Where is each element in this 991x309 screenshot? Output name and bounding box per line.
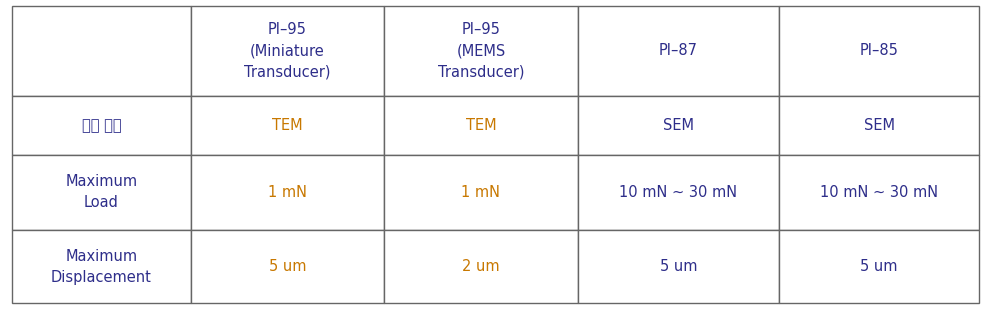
Text: PI–95
(MEMS
Transducer): PI–95 (MEMS Transducer) xyxy=(438,23,524,79)
Bar xyxy=(191,6,385,96)
Text: PI–85: PI–85 xyxy=(859,44,899,58)
Text: 1 mN: 1 mN xyxy=(462,185,500,200)
Bar xyxy=(779,231,979,303)
Text: TEM: TEM xyxy=(273,118,303,133)
Text: PI–87: PI–87 xyxy=(659,44,698,58)
Bar xyxy=(578,154,779,231)
Bar xyxy=(779,6,979,96)
Bar xyxy=(191,231,385,303)
Text: SEM: SEM xyxy=(863,118,895,133)
Bar xyxy=(385,6,578,96)
Text: 5 um: 5 um xyxy=(860,260,898,274)
Text: Maximum
Load: Maximum Load xyxy=(65,175,138,210)
Bar xyxy=(12,6,191,96)
Text: 5 um: 5 um xyxy=(269,260,306,274)
Bar xyxy=(12,96,191,154)
Bar xyxy=(191,154,385,231)
Bar xyxy=(385,154,578,231)
Bar xyxy=(578,96,779,154)
Text: 5 um: 5 um xyxy=(660,260,697,274)
Text: 10 mN ∼ 30 mN: 10 mN ∼ 30 mN xyxy=(619,185,737,200)
Text: 장착 장치: 장착 장치 xyxy=(81,118,121,133)
Text: SEM: SEM xyxy=(663,118,694,133)
Bar xyxy=(12,231,191,303)
Bar xyxy=(578,231,779,303)
Bar xyxy=(578,6,779,96)
Text: TEM: TEM xyxy=(466,118,496,133)
Text: 1 mN: 1 mN xyxy=(268,185,307,200)
Bar xyxy=(191,96,385,154)
Text: PI–95
(Miniature
Transducer): PI–95 (Miniature Transducer) xyxy=(245,23,331,79)
Text: 2 um: 2 um xyxy=(462,260,499,274)
Text: Maximum
Displacement: Maximum Displacement xyxy=(51,249,152,285)
Bar xyxy=(779,96,979,154)
Bar xyxy=(385,96,578,154)
Bar xyxy=(385,231,578,303)
Bar xyxy=(12,154,191,231)
Text: 10 mN ∼ 30 mN: 10 mN ∼ 30 mN xyxy=(820,185,938,200)
Bar xyxy=(779,154,979,231)
